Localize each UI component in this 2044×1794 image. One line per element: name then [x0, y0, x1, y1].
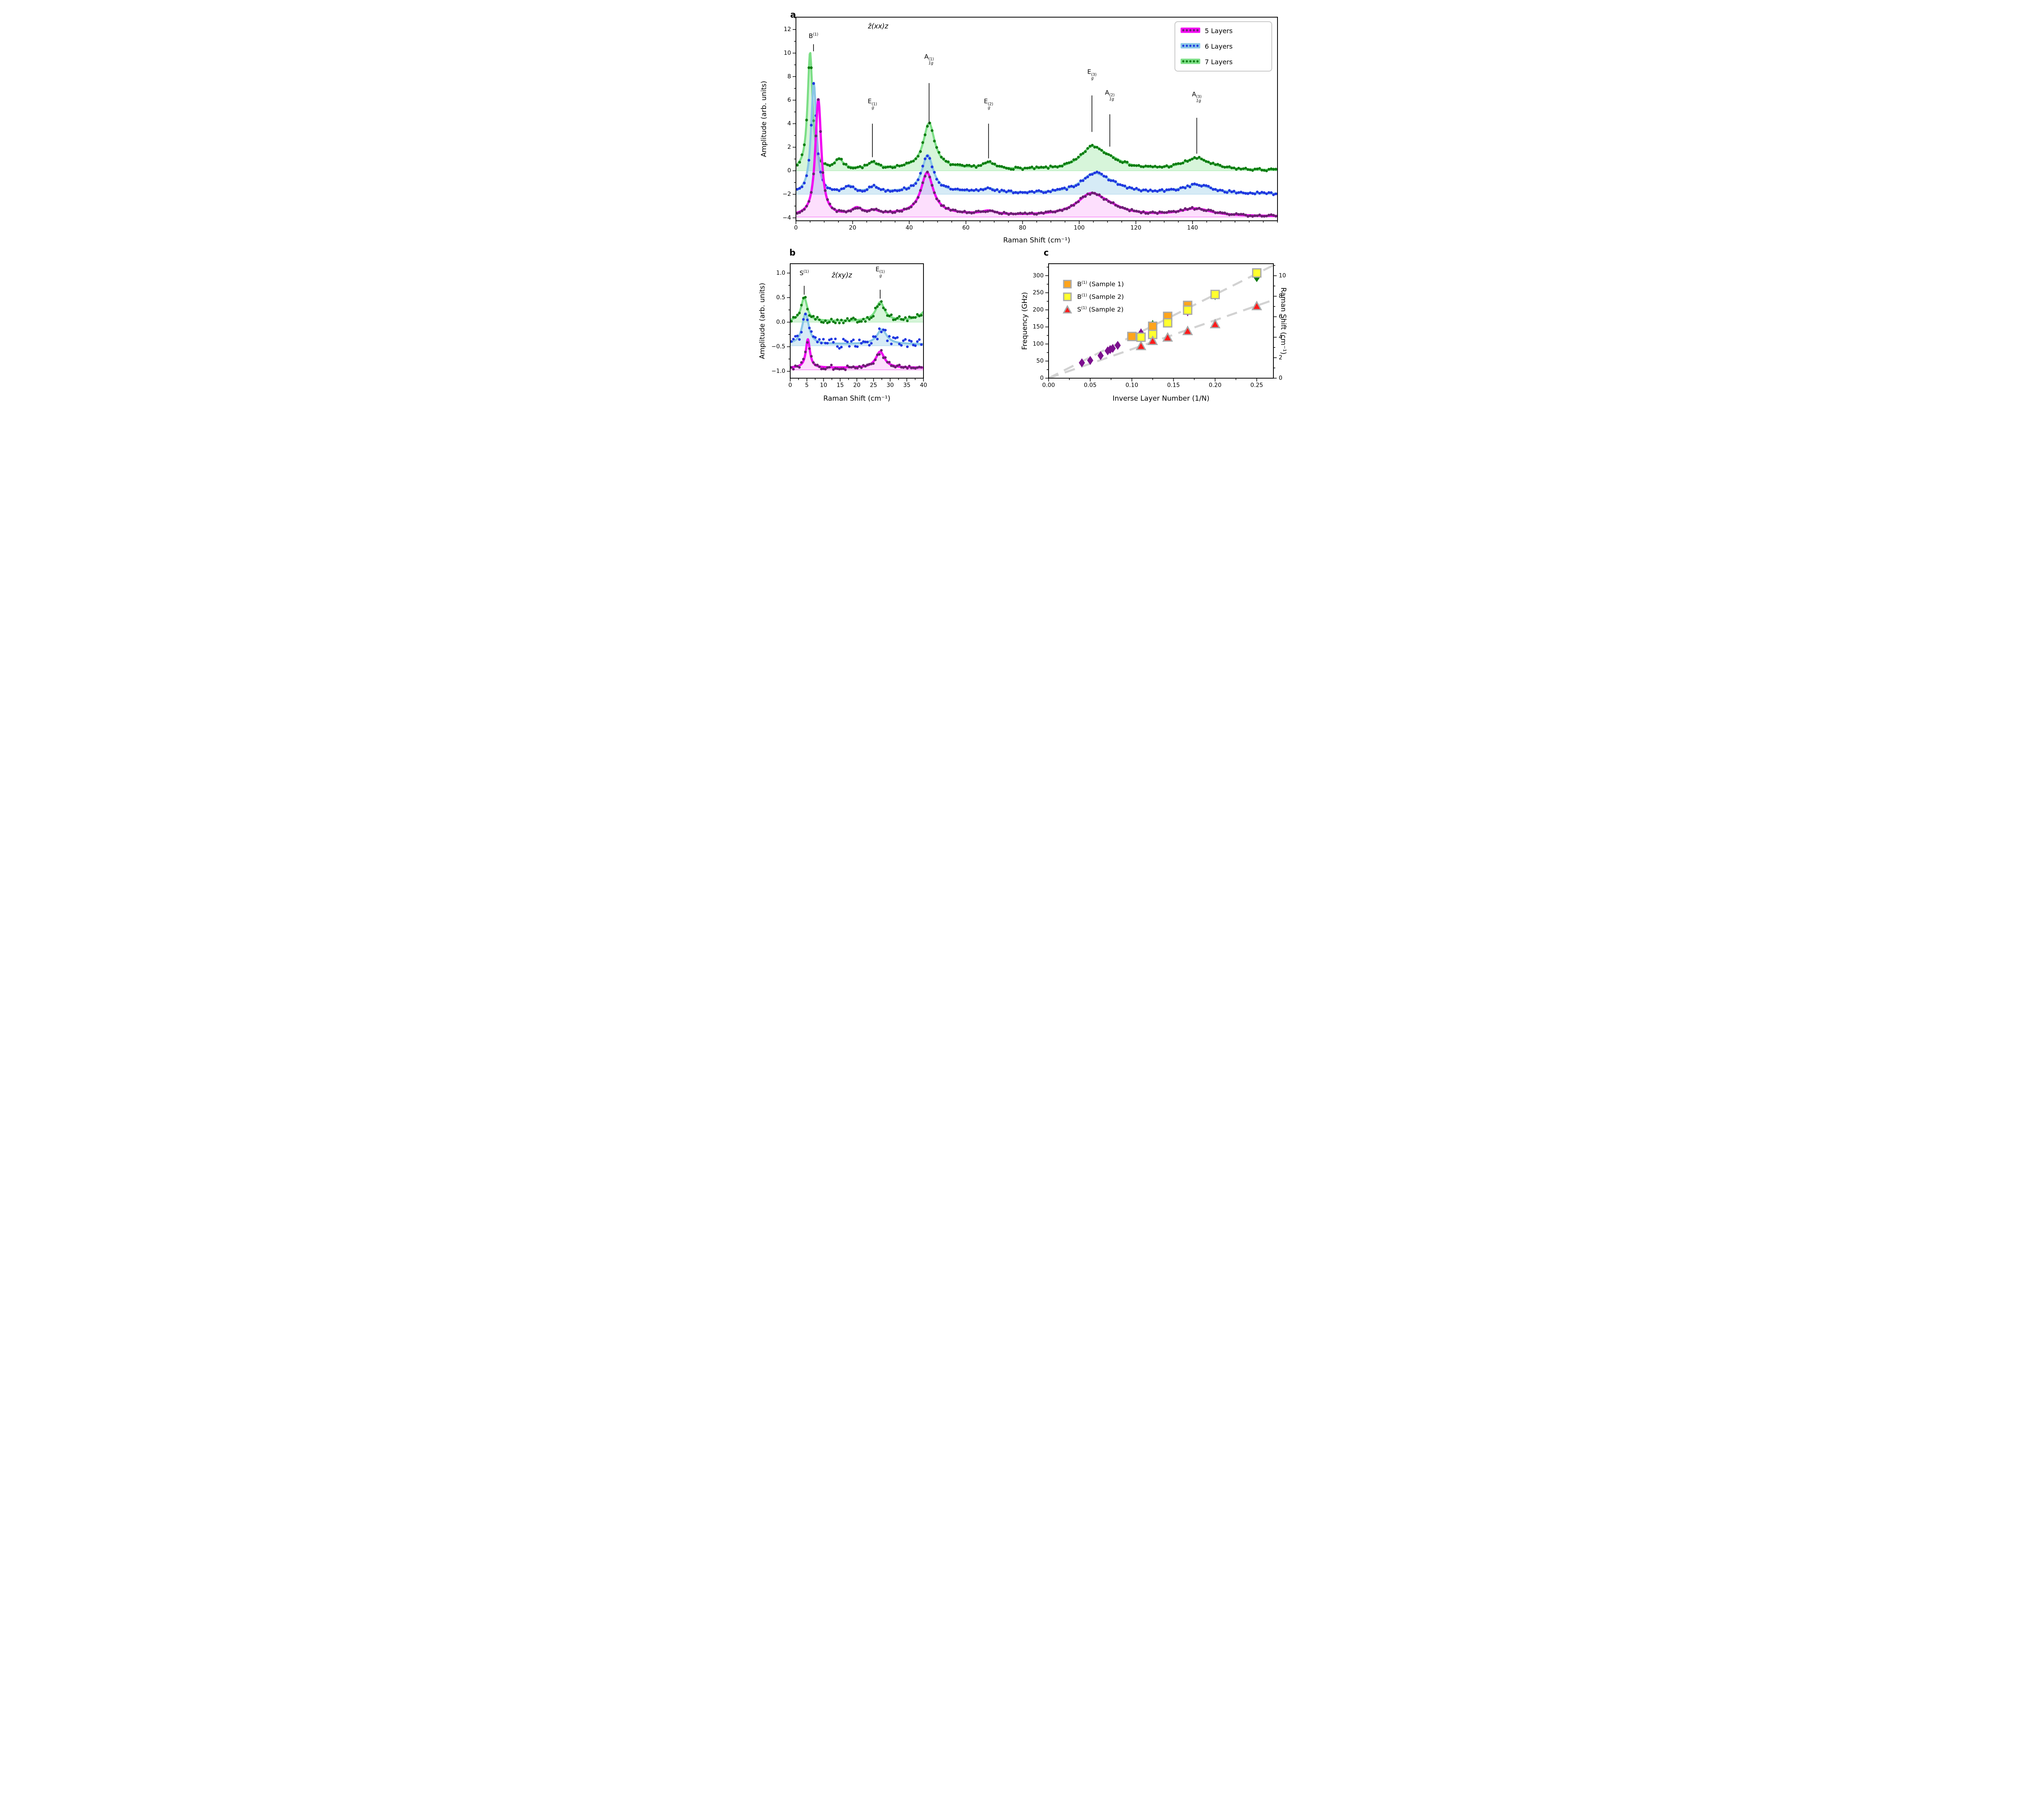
panel-b-ylabel: Amplitude (arb. units)	[758, 283, 766, 359]
svg-text:0: 0	[787, 168, 791, 174]
svg-text:60: 60	[962, 225, 970, 231]
svg-text:10: 10	[820, 382, 827, 389]
legend-item-7-layers: 7 Layers	[1175, 58, 1271, 66]
svg-text:4: 4	[1279, 334, 1282, 341]
svg-text:50: 50	[1036, 358, 1044, 364]
svg-text:35: 35	[903, 382, 910, 389]
panel-a-xlabel: Raman Shift (cm⁻¹)	[1003, 236, 1071, 244]
legend-label: 6 Layers	[1205, 42, 1233, 50]
svg-text:0.5: 0.5	[776, 294, 785, 301]
legend-label: 5 Layers	[1205, 27, 1233, 35]
legend-label: B(1) (Sample 1)	[1077, 280, 1124, 288]
legend-label: B(1) (Sample 2)	[1077, 293, 1124, 301]
svg-text:8: 8	[787, 73, 791, 80]
triangle-up-icon	[1062, 305, 1072, 314]
panel-a-plot: 0 20 40 60 80 100 120 140 −4 −2 0 2 4 6 8 10 12	[782, 17, 1278, 231]
square-icon	[1063, 280, 1072, 289]
svg-text:100: 100	[1033, 341, 1044, 347]
6-layers-band-icon	[1181, 43, 1200, 50]
svg-text:0.00: 0.00	[1042, 382, 1055, 389]
5-layers-band-icon	[1181, 27, 1200, 35]
svg-text:0.20: 0.20	[1209, 382, 1221, 389]
svg-text:0.10: 0.10	[1125, 382, 1138, 389]
svg-text:300: 300	[1033, 272, 1044, 279]
panel-b-xlabel: Raman Shift (cm⁻¹)	[823, 395, 891, 403]
polarization-label: z̄(xy)z	[831, 271, 852, 279]
panel-a-ylabel: Amplitude (arb. units)	[760, 81, 768, 157]
peak-label-Eg(3): E (3) g	[1087, 68, 1097, 81]
square-icon	[1063, 292, 1072, 301]
legend-label: S(1) (Sample 2)	[1077, 305, 1124, 314]
svg-text:8: 8	[1279, 293, 1282, 300]
legend-item-6-layers: 6 Layers	[1175, 43, 1271, 50]
peak-label-A1g(1): A (1) 1g	[924, 53, 934, 66]
svg-text:15: 15	[836, 382, 844, 389]
panel-a-letter: a	[790, 10, 796, 20]
svg-text:0: 0	[1040, 375, 1044, 381]
figure-root: 0 20 40 60 80 100 120 140 −4 −2 0 2 4 6 8 10 12 0 5 10 15 20 2…	[758, 0, 1286, 448]
peak-label-Eg(1): E (1) g	[867, 97, 877, 110]
svg-text:10: 10	[1279, 272, 1286, 279]
svg-text:0.25: 0.25	[1251, 382, 1263, 389]
svg-text:20: 20	[853, 382, 861, 389]
svg-text:150: 150	[1033, 324, 1044, 330]
svg-text:4: 4	[787, 121, 791, 127]
svg-text:0.05: 0.05	[1084, 382, 1096, 389]
svg-text:40: 40	[905, 225, 913, 231]
peak-label-S(1): S(1)	[799, 269, 809, 277]
svg-text:1.0: 1.0	[776, 270, 785, 276]
svg-text:5: 5	[805, 382, 809, 389]
peak-label-Eg(1): E (1) g	[875, 265, 885, 278]
svg-text:80: 80	[1019, 225, 1026, 231]
peak-label-A1g(2): A (2) 1g	[1105, 89, 1115, 102]
legend-label: 7 Layers	[1205, 58, 1233, 66]
svg-text:10: 10	[784, 50, 791, 56]
svg-text:6: 6	[1279, 314, 1282, 320]
svg-text:−4: −4	[782, 215, 791, 221]
svg-text:120: 120	[1130, 225, 1141, 231]
svg-text:2: 2	[1279, 354, 1282, 361]
panel-c-legend: B(1) (Sample 1) B(1) (Sample 2) S(1) (Samp…	[1062, 280, 1124, 314]
svg-text:250: 250	[1033, 289, 1044, 296]
legend-item-S(1)-sample: S(1) (Sample 2)	[1062, 305, 1124, 314]
svg-text:200: 200	[1033, 307, 1044, 313]
panel-c-xlabel: Inverse Layer Number (1/N)	[1112, 395, 1210, 403]
svg-text:30: 30	[887, 382, 894, 389]
svg-text:12: 12	[784, 26, 791, 33]
svg-text:0: 0	[794, 225, 798, 231]
svg-text:−2: −2	[782, 191, 791, 197]
polarization-label: z̄(xx)z	[868, 22, 888, 30]
peak-label-A1g(3): A (3) 1g	[1192, 90, 1202, 103]
panel-c-plot: 0.00 0.05 0.10 0.15 0.20 0.250501001502002503…	[1033, 263, 1286, 389]
svg-text:0: 0	[1279, 375, 1282, 381]
svg-text:25: 25	[870, 382, 877, 389]
svg-text:0.0: 0.0	[776, 319, 785, 325]
peak-label-Eg(2): E (2) g	[984, 97, 993, 110]
panel-c-ylabel-right: Raman Shift (cm⁻¹)	[1279, 287, 1286, 355]
legend-item-5-layers: 5 Layers	[1175, 27, 1271, 35]
svg-text:20: 20	[849, 225, 856, 231]
svg-text:−0.5: −0.5	[771, 343, 785, 350]
svg-text:40: 40	[920, 382, 927, 389]
panel-b-letter: b	[789, 248, 796, 258]
legend-item-B(1)-sample: B(1) (Sample 2)	[1062, 292, 1124, 301]
panel-c-ylabel-left: Frequency (GHz)	[1021, 292, 1029, 350]
panel-a-legend: 5 Layers 6 Layers 7 Layers	[1174, 21, 1272, 72]
panel-b-plot: 0 5 10 15 20 25 30 35 40 1.0 0.5 0.0 −0.5 −1.0	[771, 263, 927, 389]
7-layers-band-icon	[1181, 58, 1200, 66]
svg-text:2: 2	[787, 144, 791, 150]
svg-text:0.15: 0.15	[1167, 382, 1180, 389]
panel-c-letter: c	[1044, 248, 1049, 258]
legend-item-B(1)-sample: B(1) (Sample 1)	[1062, 280, 1124, 289]
svg-text:0: 0	[789, 382, 792, 389]
svg-text:100: 100	[1074, 225, 1085, 231]
svg-text:140: 140	[1187, 225, 1198, 231]
peak-label-B(1): B(1)	[809, 32, 818, 40]
svg-text:6: 6	[787, 97, 791, 103]
svg-text:−1.0: −1.0	[771, 368, 785, 374]
